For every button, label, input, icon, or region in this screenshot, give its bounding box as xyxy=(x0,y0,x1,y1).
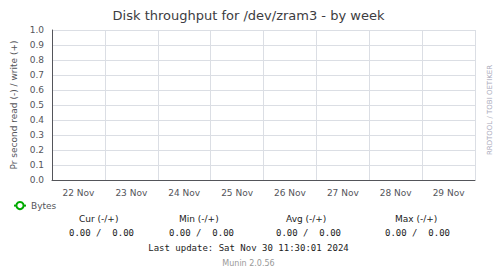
svg-text:26 Nov: 26 Nov xyxy=(274,188,307,198)
svg-text:0.0: 0.0 xyxy=(30,175,45,185)
svg-text:25 Nov: 25 Nov xyxy=(221,188,254,198)
svg-text:Min (-/+): Min (-/+) xyxy=(179,214,219,224)
svg-text:Disk throughput for /dev/zram3: Disk throughput for /dev/zram3 - by week xyxy=(113,8,385,23)
svg-text:Pr second read (-) / write (+): Pr second read (-) / write (+) xyxy=(9,41,19,170)
svg-text:RRDTOOL / TOBI OETIKER: RRDTOOL / TOBI OETIKER xyxy=(486,65,494,155)
svg-text:0.1: 0.1 xyxy=(30,160,44,170)
svg-text:23 Nov: 23 Nov xyxy=(115,188,148,198)
svg-text:29 Nov: 29 Nov xyxy=(433,188,466,198)
svg-text:Bytes: Bytes xyxy=(31,201,57,211)
svg-text:0.4: 0.4 xyxy=(30,115,45,125)
svg-text:Munin 2.0.56: Munin 2.0.56 xyxy=(222,259,274,268)
svg-text:Avg (-/+): Avg (-/+) xyxy=(286,214,326,224)
svg-text:Max (-/+): Max (-/+) xyxy=(395,214,437,224)
svg-text:28 Nov: 28 Nov xyxy=(380,188,413,198)
svg-text:Last update: Sat Nov 30 11:30:: Last update: Sat Nov 30 11:30:01 2024 xyxy=(148,243,348,253)
svg-text:0.6: 0.6 xyxy=(30,85,45,95)
svg-text:Cur (-/+): Cur (-/+) xyxy=(79,214,118,224)
svg-text:1.0: 1.0 xyxy=(30,25,45,35)
svg-text:0.00 / 0.00: 0.00 / 0.00 xyxy=(169,228,234,238)
svg-text:0.00 / 0.00: 0.00 / 0.00 xyxy=(276,228,341,238)
svg-text:0.8: 0.8 xyxy=(30,55,45,65)
svg-text:0.00 / 0.00: 0.00 / 0.00 xyxy=(385,228,450,238)
svg-text:0.5: 0.5 xyxy=(30,100,44,110)
svg-text:27 Nov: 27 Nov xyxy=(327,188,360,198)
svg-text:24 Nov: 24 Nov xyxy=(168,188,201,198)
svg-text:0.2: 0.2 xyxy=(30,145,44,155)
svg-text:0.00 / 0.00: 0.00 / 0.00 xyxy=(69,228,134,238)
svg-text:0.3: 0.3 xyxy=(30,130,44,140)
svg-text:0.7: 0.7 xyxy=(30,70,44,80)
svg-text:0.9: 0.9 xyxy=(30,40,45,50)
svg-text:22 Nov: 22 Nov xyxy=(62,188,95,198)
